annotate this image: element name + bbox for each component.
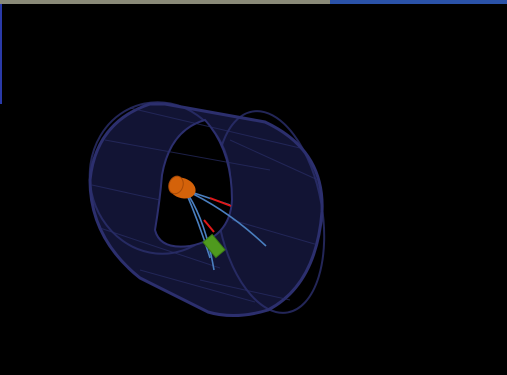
- detector-barrel: [88, 101, 326, 317]
- barrel-inner-bore: [153, 118, 234, 248]
- load-progress-bar: [0, 0, 507, 4]
- viewport-edge-marker: [0, 4, 2, 104]
- barrel-rib: [199, 279, 291, 301]
- calorimeter-block: [202, 233, 226, 259]
- barrel-rib: [231, 219, 319, 246]
- barrel-rib: [139, 269, 256, 303]
- vertex-detector: [168, 175, 196, 199]
- electron-tracks: [203, 197, 232, 233]
- barrel-rib: [104, 139, 271, 171]
- electron-track: [209, 197, 232, 207]
- vertex-cylinder-cap: [168, 175, 184, 195]
- barrel-rib: [229, 139, 319, 181]
- load-progress-fill: [0, 0, 330, 4]
- barrel-rib: [91, 184, 161, 201]
- calorimeter-deposit: [202, 233, 226, 259]
- barrel-rib: [99, 227, 221, 269]
- electron-track: [203, 219, 215, 233]
- barrel-rib: [129, 107, 301, 149]
- load-progress-remaining: [329, 0, 507, 4]
